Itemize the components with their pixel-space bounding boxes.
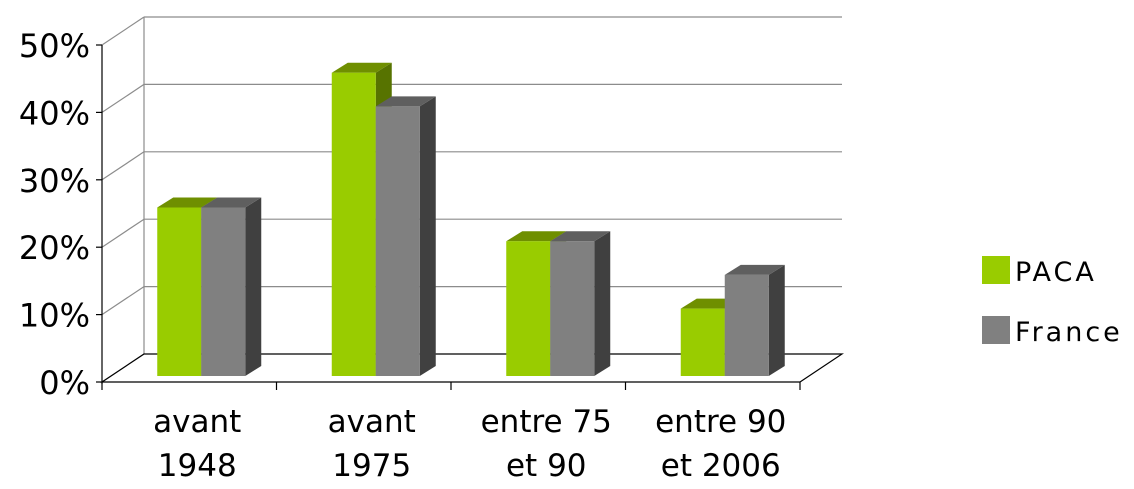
bar-front	[201, 207, 246, 376]
gridline-side	[101, 151, 145, 181]
legend-swatch	[982, 256, 1010, 284]
bar-front	[506, 241, 551, 376]
bar-front	[375, 106, 420, 377]
bar-front	[550, 241, 595, 376]
bar-front	[157, 207, 202, 376]
bar-front	[680, 308, 725, 376]
bar-front	[724, 274, 769, 376]
legend: PACA France	[982, 256, 1123, 348]
y-tick-label: 30%	[19, 162, 90, 200]
y-tick-labels: 0% 10% 20% 30% 40% 50%	[19, 27, 90, 402]
bar-top	[550, 231, 611, 242]
gridline-side	[101, 218, 145, 248]
x-category-label: 1975	[332, 448, 411, 484]
gridline-side	[101, 16, 145, 46]
bar-top	[201, 197, 262, 208]
bar-top	[375, 96, 436, 107]
bar-top	[506, 231, 567, 242]
bar-front	[331, 72, 376, 376]
legend-label: PACA	[1015, 257, 1097, 288]
bar-top	[331, 62, 392, 73]
bars	[157, 62, 785, 377]
x-category-label: avant	[153, 404, 241, 440]
x-category-label: entre 90	[655, 404, 786, 440]
y-tick-label: 10%	[19, 297, 90, 335]
gridline-side	[101, 286, 145, 316]
legend-item-france: France	[982, 316, 1123, 348]
x-category-label: avant	[328, 404, 416, 440]
bar-france-2	[375, 96, 436, 377]
x-category-label: et 2006	[661, 448, 781, 484]
bar-side	[768, 264, 785, 376]
y-tick-label: 0%	[39, 364, 90, 402]
bar-france-3	[550, 231, 611, 376]
bar-france-4	[724, 264, 785, 376]
legend-item-paca: PACA	[982, 256, 1097, 288]
legend-swatch	[982, 316, 1010, 344]
gridline-side	[101, 83, 145, 113]
legend-label: France	[1015, 317, 1123, 348]
axes	[96, 44, 844, 390]
x-category-label: 1948	[158, 448, 237, 484]
y-tick-label: 20%	[19, 229, 90, 267]
chart-floor	[100, 353, 844, 383]
x-category-label: et 90	[506, 448, 587, 484]
bar-top	[157, 197, 218, 208]
bar-side	[594, 231, 611, 376]
y-tick-label: 40%	[19, 94, 90, 132]
bar-side	[419, 96, 436, 377]
bar-france-1	[201, 197, 262, 376]
x-category-labels: avant 1948 avant 1975 entre 75 et 90 entre 90 e…	[153, 404, 786, 484]
x-category-label: entre 75	[481, 404, 612, 440]
y-tick-label: 50%	[19, 27, 90, 65]
bar-top	[724, 264, 785, 275]
bar-side	[245, 197, 262, 376]
